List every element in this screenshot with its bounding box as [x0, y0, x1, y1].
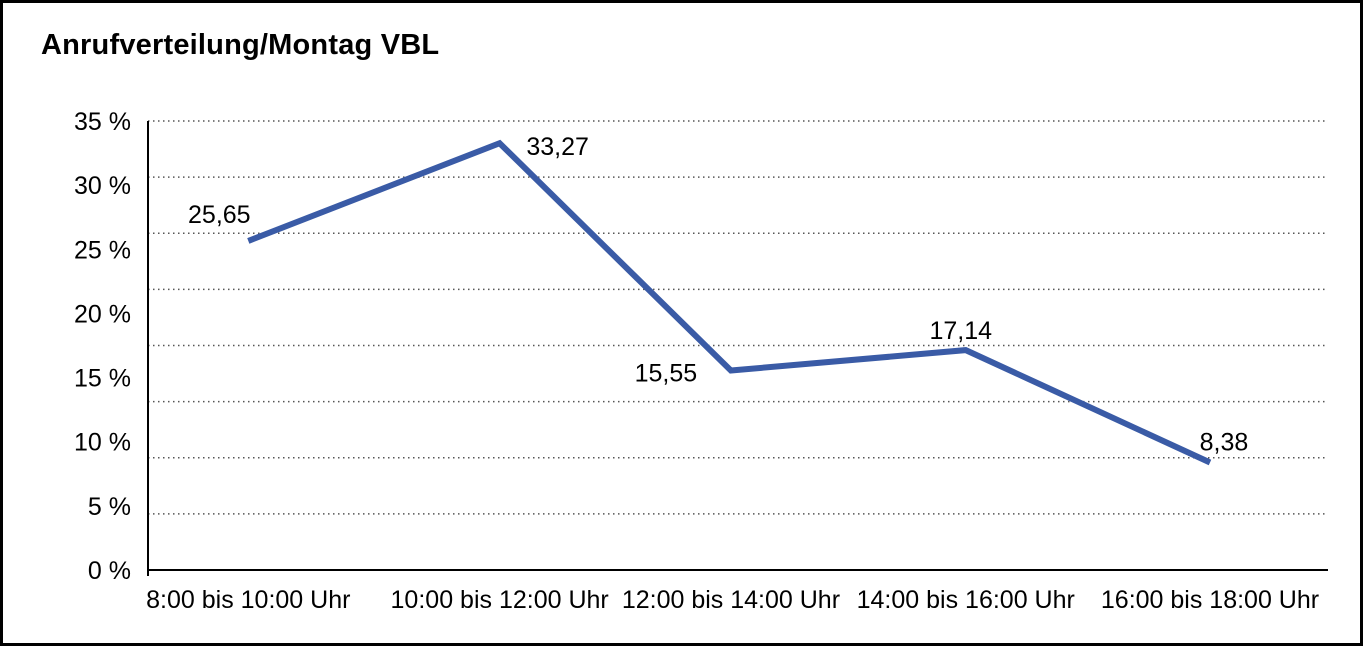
point-value-label: 25,65	[188, 201, 251, 229]
y-tick-label: 25 %	[74, 236, 131, 264]
line-chart-plot: 0 % 5 % 10 % 15 % 20 % 25 % 30 % 35 % 25,65 33,27…	[74, 108, 1328, 614]
x-category-label: 8:00 bis 10:00 Uhr	[146, 586, 350, 614]
point-value-label: 15,55	[635, 360, 698, 388]
x-category-label: 14:00 bis 16:00 Uhr	[857, 586, 1075, 614]
series-line	[247, 139, 1212, 466]
y-tick-label: 5 %	[88, 493, 131, 521]
x-category-label: 16:00 bis 18:00 Uhr	[1101, 586, 1319, 614]
point-value-label: 33,27	[526, 133, 589, 161]
point-value-label: 17,14	[929, 317, 992, 345]
x-category-label: 10:00 bis 12:00 Uhr	[391, 586, 609, 614]
y-tick-label: 15 %	[74, 365, 131, 393]
y-tick-label: 10 %	[74, 429, 131, 457]
chart-title: Anrufverteilung/Montag VBL	[41, 29, 440, 61]
x-category-label: 12:00 bis 14:00 Uhr	[622, 586, 840, 614]
y-tick-label: 0 %	[88, 557, 131, 585]
point-value-label: 8,38	[1200, 428, 1249, 456]
y-tick-label: 30 %	[74, 172, 131, 200]
y-tick-label: 20 %	[74, 300, 131, 328]
y-tick-label: 35 %	[74, 108, 131, 136]
